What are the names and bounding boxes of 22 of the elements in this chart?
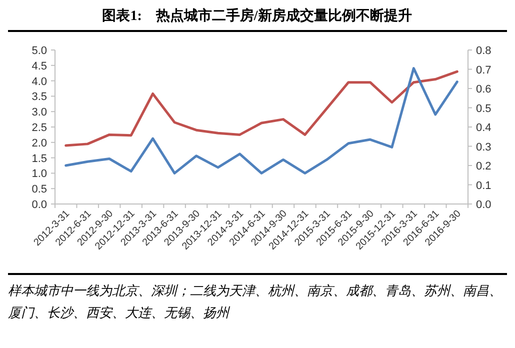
y-tick-label: 5.0 (32, 45, 47, 57)
y2-tick-label: 0.7 (476, 64, 492, 76)
y2-tick-label: 0.3 (476, 141, 492, 154)
text: 样本城市中一线为北京、深圳；二线为天津、杭州、南京、成都、青岛、苏州、南昌、厦门、长沙、西安、大连、无锡、扬州 (8, 282, 503, 322)
y2-tick-label: 0.1 (476, 180, 492, 192)
y-tick-label: 3.0 (32, 106, 47, 119)
y2-tick-label: 0.0 (476, 199, 492, 211)
y-tick-label: 3.5 (32, 91, 47, 104)
y-tick-label: 4.0 (32, 76, 47, 88)
y-tick-label: 0.5 (32, 184, 47, 196)
y-tick-label: 2.5 (32, 122, 47, 134)
y2-tick-label: 0.4 (476, 122, 492, 134)
y-tick-label: 4.5 (32, 60, 47, 72)
y2-tick-label: 0.5 (476, 102, 492, 115)
y-tick-label: 1.0 (32, 168, 47, 180)
y-tick-label: 0.0 (32, 199, 47, 211)
y-tick-label: 2.0 (32, 137, 47, 150)
y2-tick-label: 0.6 (476, 84, 492, 96)
chart-title: 图表1: 热点城市二手房/新房成交量比例不断提升 (102, 7, 412, 24)
y2-tick-label: 0.2 (476, 160, 492, 172)
y-tick-label: 1.5 (32, 152, 47, 165)
y2-tick-label: 0.8 (476, 45, 492, 57)
